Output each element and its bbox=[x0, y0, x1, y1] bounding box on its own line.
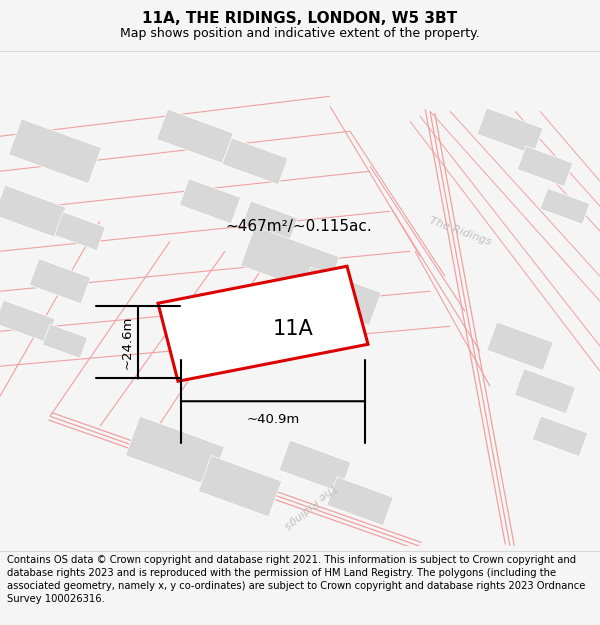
Polygon shape bbox=[0, 300, 55, 343]
Polygon shape bbox=[125, 416, 224, 486]
Text: The Ridings: The Ridings bbox=[428, 216, 493, 247]
Polygon shape bbox=[8, 119, 101, 184]
Polygon shape bbox=[179, 179, 241, 224]
Polygon shape bbox=[0, 185, 66, 238]
Text: 11A: 11A bbox=[272, 319, 313, 339]
Polygon shape bbox=[158, 266, 368, 381]
Polygon shape bbox=[299, 267, 381, 326]
Text: 11A, THE RIDINGS, LONDON, W5 3BT: 11A, THE RIDINGS, LONDON, W5 3BT bbox=[142, 11, 458, 26]
Polygon shape bbox=[241, 226, 340, 296]
Polygon shape bbox=[326, 477, 394, 526]
Polygon shape bbox=[29, 259, 91, 304]
Polygon shape bbox=[514, 369, 575, 414]
Polygon shape bbox=[477, 108, 543, 154]
Polygon shape bbox=[242, 201, 298, 241]
Polygon shape bbox=[198, 456, 282, 517]
Polygon shape bbox=[55, 212, 106, 251]
Polygon shape bbox=[157, 109, 233, 163]
Text: ~467m²/~0.115ac.: ~467m²/~0.115ac. bbox=[225, 219, 372, 234]
Text: The Ridings: The Ridings bbox=[282, 481, 338, 531]
Polygon shape bbox=[540, 188, 590, 224]
Text: ~40.9m: ~40.9m bbox=[247, 413, 299, 426]
Text: Map shows position and indicative extent of the property.: Map shows position and indicative extent… bbox=[120, 27, 480, 40]
Polygon shape bbox=[43, 324, 88, 358]
Text: Contains OS data © Crown copyright and database right 2021. This information is : Contains OS data © Crown copyright and d… bbox=[7, 554, 586, 604]
Polygon shape bbox=[517, 146, 573, 186]
Text: ~24.6m: ~24.6m bbox=[121, 316, 134, 369]
Polygon shape bbox=[487, 322, 553, 371]
Polygon shape bbox=[222, 138, 288, 184]
Polygon shape bbox=[532, 416, 588, 456]
Polygon shape bbox=[279, 440, 351, 493]
